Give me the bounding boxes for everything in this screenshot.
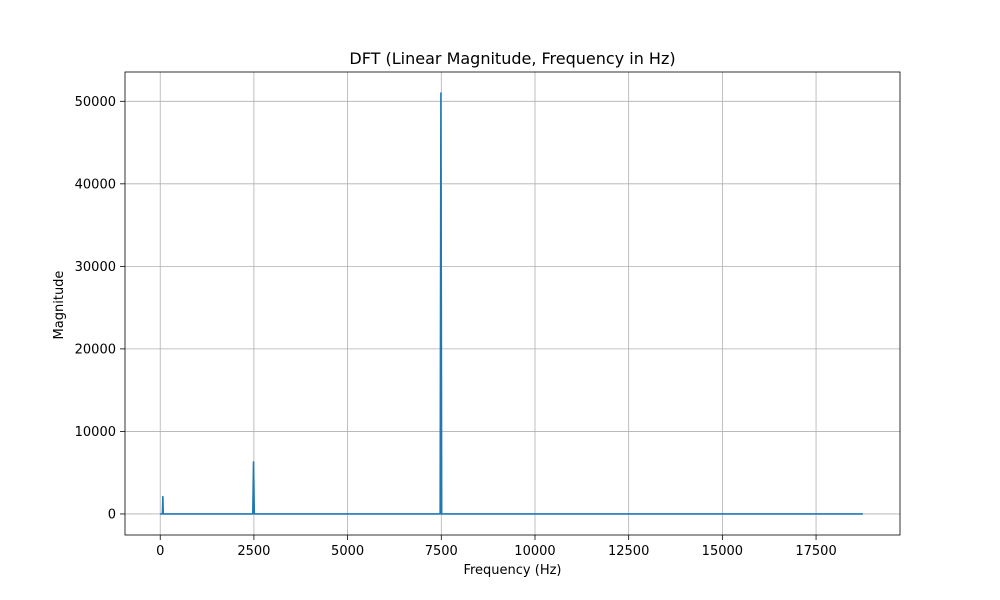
x-tick-label: 2500 xyxy=(237,544,270,559)
y-tick-label: 10000 xyxy=(75,425,116,440)
chart-title: DFT (Linear Magnitude, Frequency in Hz) xyxy=(349,49,675,68)
x-tick-label: 17500 xyxy=(795,544,836,559)
x-axis-title: Frequency (Hz) xyxy=(463,563,561,578)
x-tick-label: 10000 xyxy=(514,544,555,559)
x-tick-label: 0 xyxy=(156,544,164,559)
axes-frame xyxy=(124,71,901,536)
y-tick-label: 40000 xyxy=(75,177,116,192)
x-tick-label: 12500 xyxy=(608,544,649,559)
y-axis-title: Magnitude xyxy=(52,271,67,340)
x-tick-label: 15000 xyxy=(702,544,743,559)
series-layer xyxy=(160,92,863,515)
y-tick-label: 20000 xyxy=(75,342,116,357)
axes-layer xyxy=(124,71,901,536)
x-tick-label: 5000 xyxy=(331,544,364,559)
x-tick-label: 7500 xyxy=(425,544,458,559)
spectrum-line xyxy=(160,92,863,515)
grid-layer xyxy=(125,72,900,535)
y-tick-label: 0 xyxy=(108,507,116,522)
y-tick-label: 30000 xyxy=(75,260,116,275)
ticks-layer: 0 2500 5000 7500 10000 12500 15000 17500 0 10000 2… xyxy=(75,95,837,559)
y-tick-label: 50000 xyxy=(75,95,116,110)
